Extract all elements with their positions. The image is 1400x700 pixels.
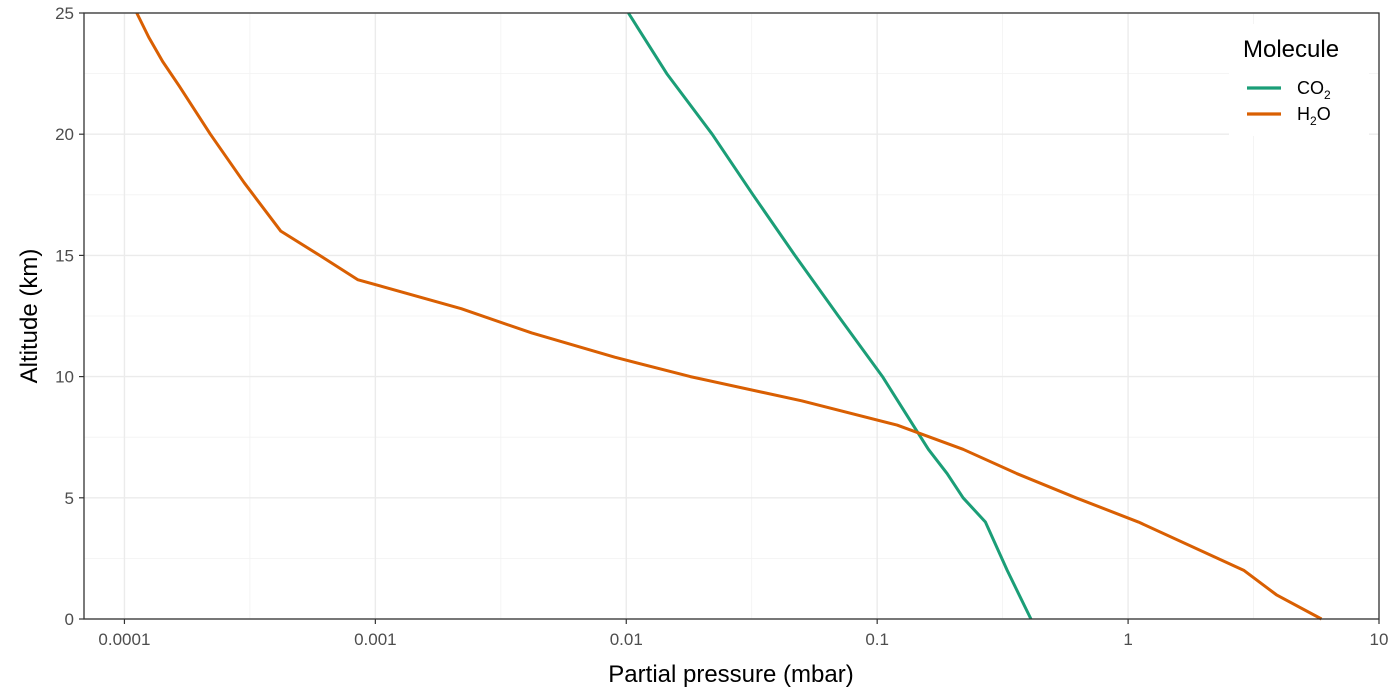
legend-title: Molecule <box>1243 36 1339 63</box>
legend-background <box>1229 24 1369 136</box>
x-tick-label: 0.1 <box>865 630 889 649</box>
legend-label: CO2 <box>1297 78 1331 102</box>
plot-border <box>83 12 1380 620</box>
y-tick-label: 15 <box>55 246 74 265</box>
y-tick-label: 5 <box>65 489 74 508</box>
y-tick-label: 10 <box>55 368 74 387</box>
x-tick-label: 10 <box>1370 630 1389 649</box>
y-tick-label: 0 <box>65 610 74 629</box>
series-lines <box>135 12 1323 621</box>
x-tick-label: 0.0001 <box>98 630 150 649</box>
x-axis-title: Partial pressure (mbar) <box>608 661 853 688</box>
x-tick-label: 0.001 <box>354 630 397 649</box>
y-tick-label: 25 <box>55 4 74 23</box>
y-axis-title: Altitude (km) <box>16 249 43 384</box>
legend-label: H2O <box>1297 104 1331 128</box>
series-line-0 <box>627 12 1033 620</box>
series-line-1 <box>135 12 1323 621</box>
x-tick-label: 0.01 <box>610 630 643 649</box>
y-tick-label: 20 <box>55 125 74 144</box>
x-tick-label: 1 <box>1123 630 1132 649</box>
axis-ticks: 0.0001 0.001 0.01 0.1 1 10 0 5 10 15 20 25 <box>55 4 1388 649</box>
